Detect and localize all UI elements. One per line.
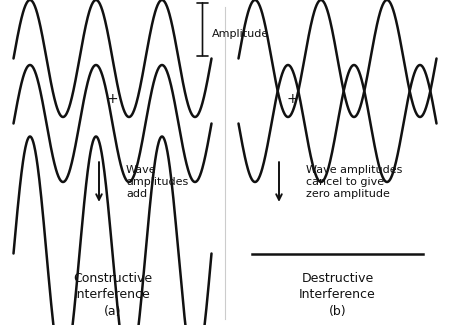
Text: +: + xyxy=(287,92,298,106)
Text: Wave
amplitudes
add: Wave amplitudes add xyxy=(126,164,188,200)
Text: Constructive
Interference
(a): Constructive Interference (a) xyxy=(73,271,152,318)
Text: +: + xyxy=(107,92,118,106)
Text: Wave amplitudes
cancel to give
zero amplitude: Wave amplitudes cancel to give zero ampl… xyxy=(306,164,402,200)
Text: Amplitude: Amplitude xyxy=(212,29,269,39)
Text: Destructive
Interference
(b): Destructive Interference (b) xyxy=(299,271,376,318)
